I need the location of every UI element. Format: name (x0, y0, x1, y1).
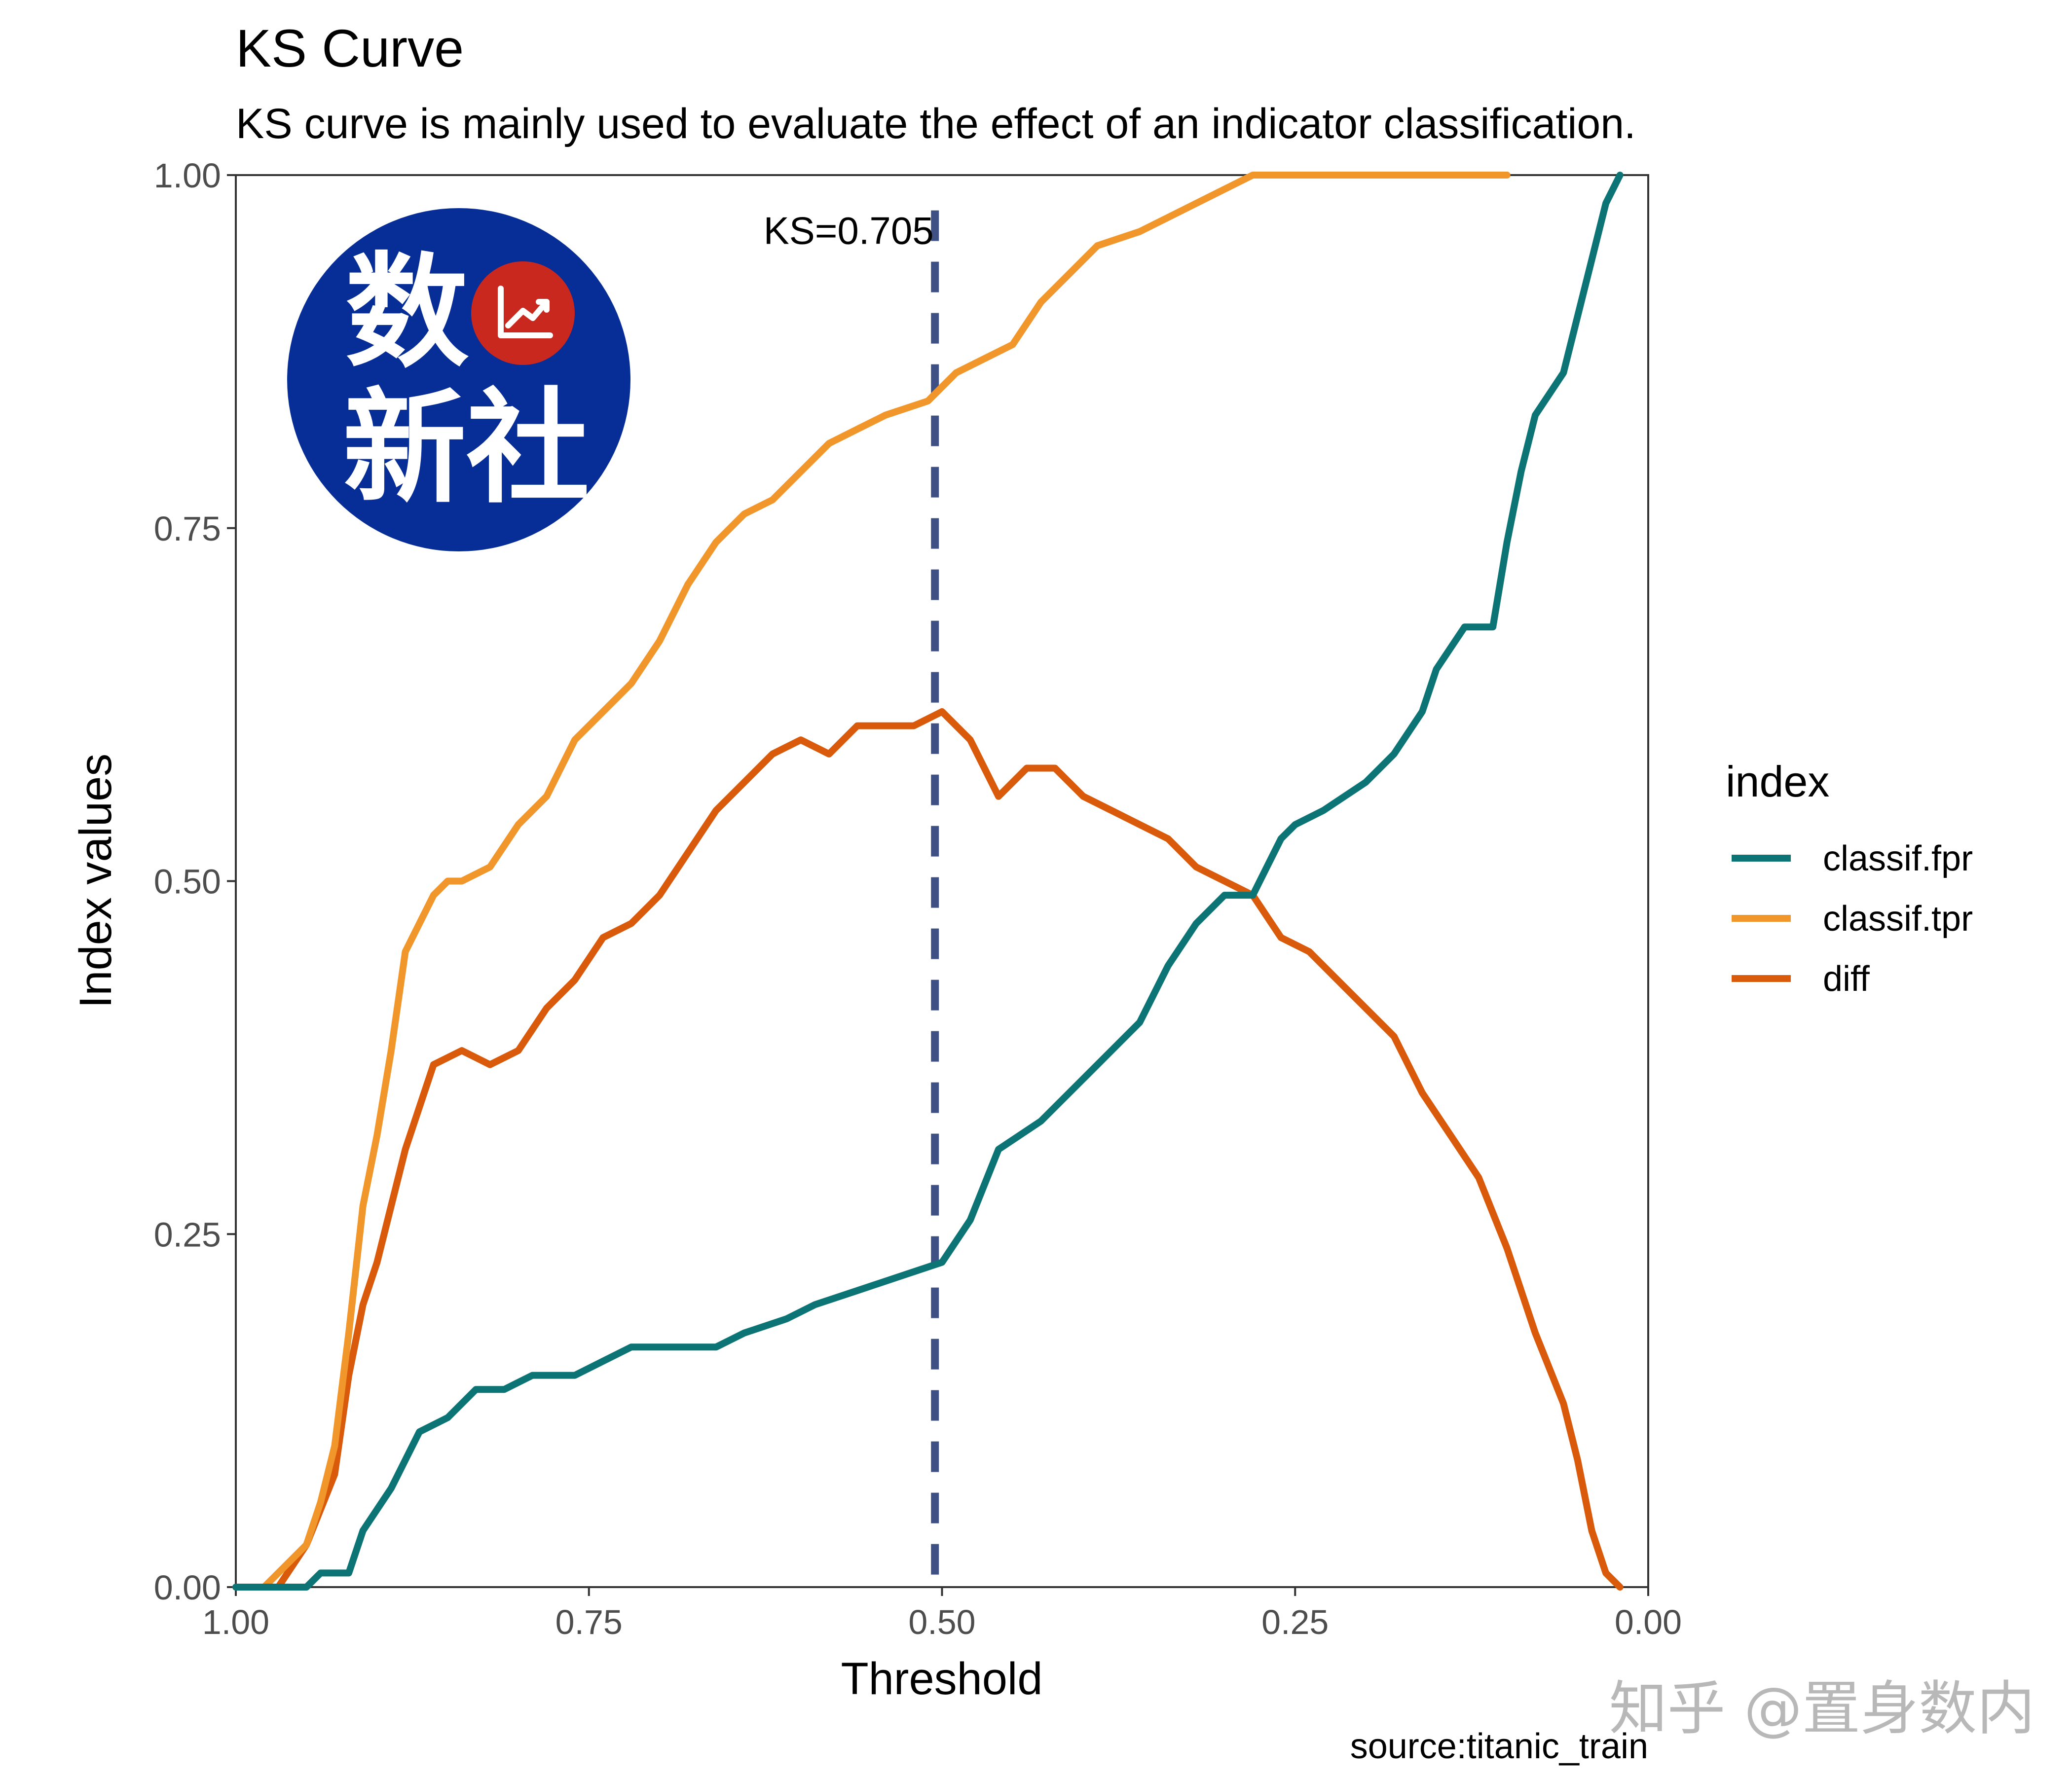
y-tick-label: 0.25 (154, 1215, 221, 1254)
logo-text-line1: 数 (345, 241, 469, 384)
y-tick-label: 0.00 (154, 1568, 221, 1607)
y-tick-label: 0.50 (154, 863, 221, 901)
y-tick-label: 0.75 (154, 509, 221, 548)
caption: source:titanic_train (1350, 1727, 1648, 1766)
series-line-diff (232, 708, 1624, 1591)
chart-icon (498, 286, 553, 338)
legend-label: classif.fpr (1823, 839, 1973, 878)
logo-text-line2: 新社 (343, 376, 590, 520)
y-tick-label: 1.00 (154, 156, 221, 195)
logo: 数 新社 (287, 208, 630, 551)
legend-label: diff (1823, 959, 1870, 999)
x-tick-label: 1.00 (202, 1603, 269, 1641)
chart-title: KS Curve (236, 18, 464, 78)
y-axis-label: Index values (71, 754, 121, 1009)
x-tick-label: 0.00 (1615, 1603, 1682, 1641)
ks-label: KS=0.705 (764, 209, 934, 253)
x-axis: 1.00 0.75 0.50 0.25 0.00 (202, 1587, 1682, 1641)
x-axis-label: Threshold (841, 1654, 1042, 1704)
chart-subtitle: KS curve is mainly used to evaluate the … (236, 100, 1636, 147)
series-lines (232, 172, 1624, 1591)
ks-annotation-group: KS=0.705 (764, 209, 939, 1587)
legend-label: classif.tpr (1823, 899, 1973, 939)
x-tick-label: 0.75 (555, 1603, 623, 1641)
legend: index classif.fpr classif.tpr diff (1726, 757, 1973, 999)
watermark-text: 知乎 @置身数内 (1609, 1674, 2035, 1742)
x-tick-label: 0.25 (1261, 1603, 1329, 1641)
series-line-classif-fpr (232, 172, 1624, 1591)
series-line-classif-tpr (232, 172, 1511, 1591)
legend-title: index (1726, 757, 1829, 806)
x-tick-label: 0.50 (908, 1603, 975, 1641)
y-axis: 0.00 0.25 0.50 0.75 1.00 (154, 156, 236, 1607)
